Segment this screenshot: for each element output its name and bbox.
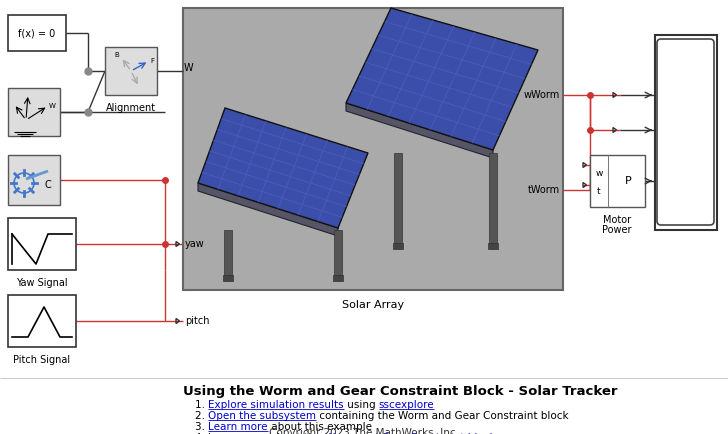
- Text: f(x) = 0: f(x) = 0: [18, 28, 55, 38]
- Polygon shape: [346, 103, 493, 158]
- Text: containing the Worm and Gear Constraint block: containing the Worm and Gear Constraint …: [316, 411, 569, 421]
- Text: t: t: [597, 187, 601, 195]
- Bar: [8, 15, 66, 51]
- Text: w: w: [596, 168, 603, 178]
- Text: Pitch Signal: Pitch Signal: [13, 355, 71, 365]
- Text: W: W: [49, 103, 56, 109]
- Bar: [590, 155, 645, 207]
- Bar: [224, 230, 232, 275]
- Text: C: C: [44, 180, 52, 190]
- Text: using: using: [344, 400, 379, 410]
- Text: P: P: [625, 176, 631, 186]
- Text: Alignment: Alignment: [106, 103, 156, 113]
- Polygon shape: [346, 8, 538, 150]
- Text: Motor: Motor: [603, 215, 631, 225]
- Text: 2.: 2.: [195, 411, 208, 421]
- Text: wWorm: wWorm: [523, 90, 560, 100]
- Text: yaw: yaw: [185, 239, 205, 249]
- Text: Copyright 2023 The MathWorks, Inc.: Copyright 2023 The MathWorks, Inc.: [269, 428, 459, 434]
- Text: Solar Array: Solar Array: [342, 300, 404, 310]
- Text: Learn more: Learn more: [208, 422, 268, 432]
- Bar: [488, 243, 498, 249]
- Bar: [8, 88, 60, 136]
- Bar: [223, 275, 233, 281]
- Bar: [655, 35, 717, 230]
- Bar: [333, 275, 343, 281]
- Bar: [393, 243, 403, 249]
- Text: Yaw Signal: Yaw Signal: [16, 278, 68, 288]
- Bar: [183, 8, 563, 290]
- Bar: [334, 230, 342, 275]
- Text: W: W: [184, 63, 194, 73]
- Polygon shape: [198, 183, 338, 236]
- Bar: [394, 153, 402, 243]
- Text: Open the subsystem: Open the subsystem: [208, 411, 316, 421]
- Polygon shape: [198, 108, 368, 228]
- Text: pitch: pitch: [185, 316, 210, 326]
- Text: 1.: 1.: [195, 400, 208, 410]
- Text: Power: Power: [602, 225, 632, 235]
- Text: B: B: [114, 52, 119, 58]
- Text: 4.: 4.: [195, 433, 208, 434]
- Text: Learn more about the: Learn more about the: [208, 433, 325, 434]
- Text: F: F: [150, 58, 154, 64]
- Bar: [489, 153, 497, 243]
- FancyBboxPatch shape: [657, 39, 714, 225]
- Bar: [8, 155, 60, 205]
- Text: Worm and Gear Constraint block: Worm and Gear Constraint block: [325, 433, 495, 434]
- Text: about this example: about this example: [268, 422, 372, 432]
- Bar: [105, 47, 157, 95]
- Text: Using the Worm and Gear Constraint Block - Solar Tracker: Using the Worm and Gear Constraint Block…: [183, 385, 617, 398]
- Bar: [8, 295, 76, 347]
- Text: sscexplore: sscexplore: [379, 400, 435, 410]
- Bar: [8, 218, 76, 270]
- Text: 3.: 3.: [195, 422, 208, 432]
- Text: tWorm: tWorm: [528, 185, 560, 195]
- Text: Explore simulation results: Explore simulation results: [208, 400, 344, 410]
